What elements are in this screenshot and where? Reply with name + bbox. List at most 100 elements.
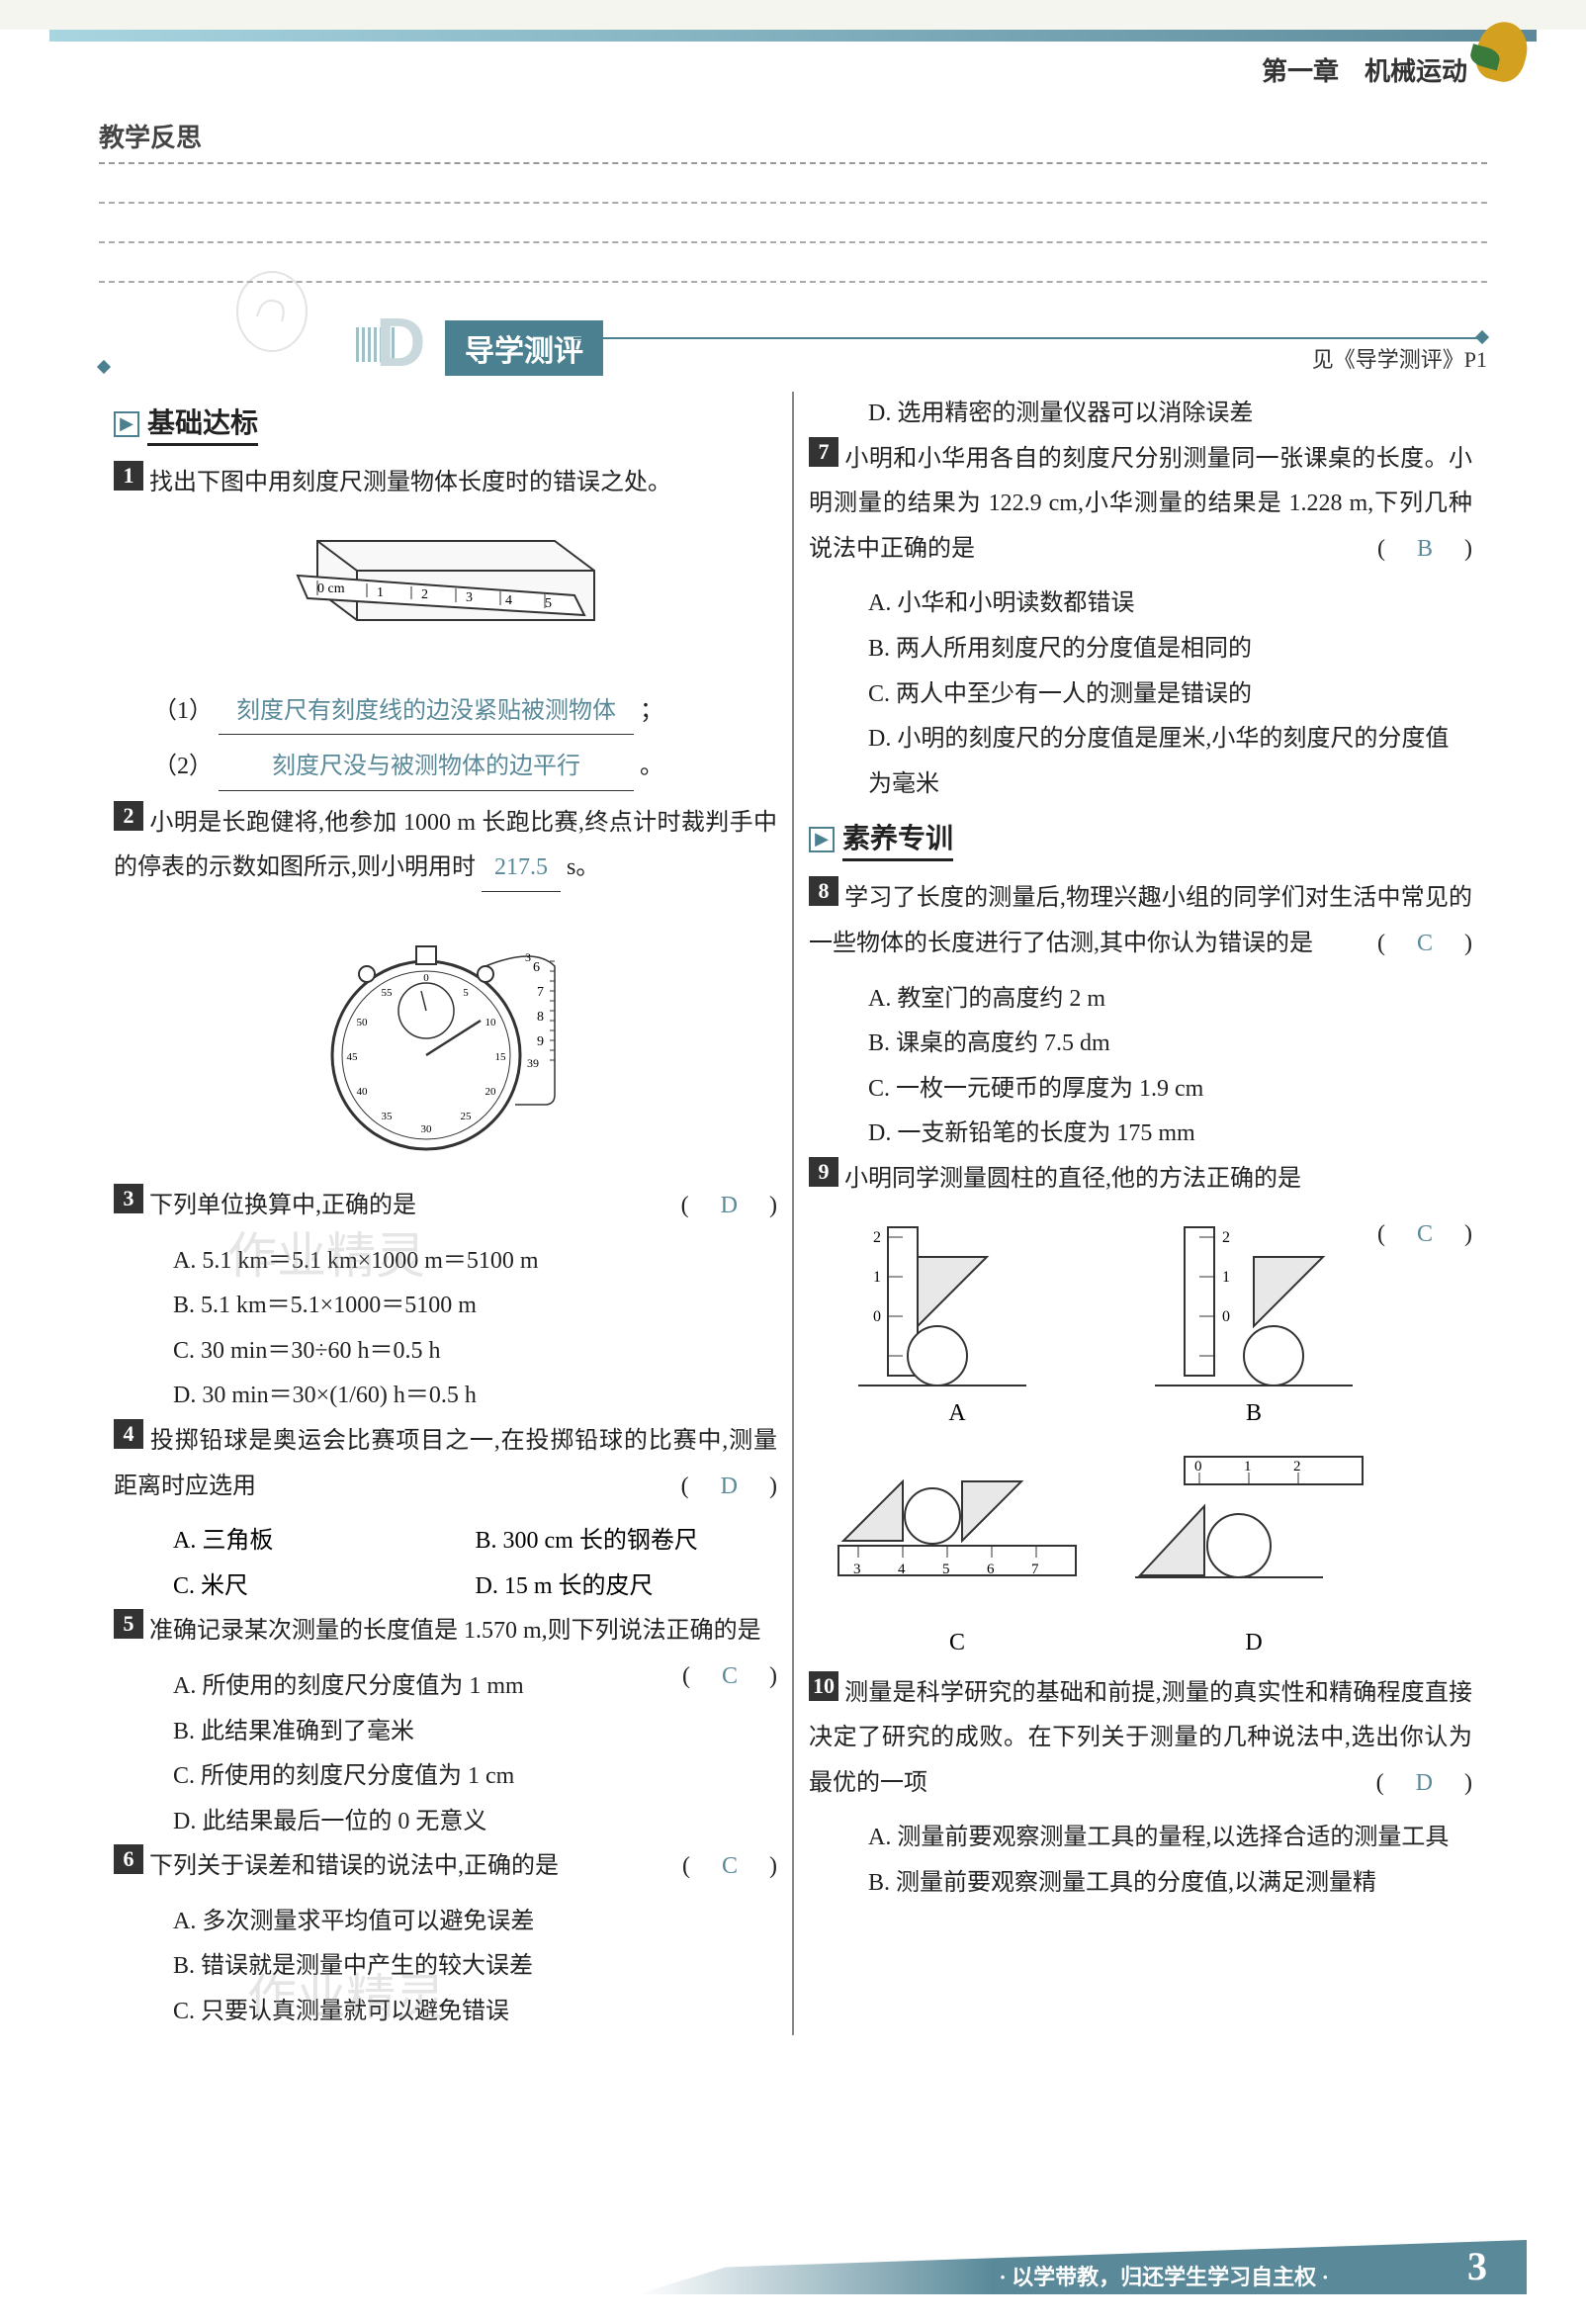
option: A. 小华和小明读数都错误	[809, 581, 1472, 627]
question-number: 7	[809, 437, 838, 467]
page: 第一章 机械运动 教学反思 D 导学测评 见《导学测评》P1 ▶ 基础达标 1找…	[0, 30, 1586, 2324]
diagram-label: C	[829, 1630, 1086, 1656]
option: C. 30 min＝30÷60 h＝0.5 h	[114, 1329, 777, 1375]
answer-letter: C	[714, 1663, 746, 1689]
svg-text:4: 4	[898, 1562, 906, 1577]
svg-text:5: 5	[463, 987, 469, 999]
answer-end: 。	[640, 754, 663, 779]
svg-text:0 cm: 0 cm	[317, 581, 345, 596]
answer-letter: D	[713, 1193, 746, 1218]
diagram-b: 210 B	[1125, 1217, 1382, 1427]
question-8: 8学习了长度的测量后,物理兴趣小组的同学们对生活中常见的一些物体的长度进行了估测…	[809, 876, 1472, 966]
question-4: 4投掷铅球是奥运会比赛项目之一,在投掷铅球的比赛中,测量距离时应选用 ( D )	[114, 1419, 777, 1509]
answer-paren: ( D )	[681, 1184, 777, 1229]
question-text: 小明和小华用各自的刻度尺分别测量同一张课桌的长度。小明测量的结果为 122.9 …	[809, 446, 1472, 562]
option: A. 测量前要观察测量工具的量程,以选择合适的测量工具	[809, 1816, 1472, 1861]
svg-text:0: 0	[423, 972, 429, 984]
section-title-basic: 基础达标	[147, 402, 258, 446]
question-5: 5准确记录某次测量的长度值是 1.570 m,则下列说法正确的是 ( C )	[114, 1609, 777, 1654]
chapter-title: 第一章 机械运动	[1262, 57, 1467, 86]
banner-line	[573, 337, 1477, 339]
answer-label: （1）	[153, 698, 213, 724]
question-text: 小明是长跑健将,他参加 1000 m 长跑比赛,终点计时裁判手中的停表的示数如图…	[114, 810, 777, 881]
answer-paren: ( B )	[1377, 527, 1472, 573]
svg-text:40: 40	[356, 1086, 368, 1098]
answer-letter: B	[1409, 536, 1441, 562]
question-number: 1	[114, 461, 143, 491]
question-7: 7小明和小华用各自的刻度尺分别测量同一张课桌的长度。小明测量的结果为 122.9…	[809, 437, 1472, 573]
answer-blank: 217.5	[482, 846, 561, 892]
option: D. 小明的刻度尺的分度值是厘米,小华的刻度尺的分度值为毫米	[809, 717, 1472, 807]
svg-text:30: 30	[420, 1123, 432, 1135]
diagram-label: B	[1125, 1400, 1382, 1427]
svg-text:6: 6	[987, 1562, 995, 1577]
book-icon	[1470, 17, 1534, 87]
q1-answer-1: （1） 刻度尺有刻度线的边没紧贴被测物体 ；	[114, 689, 777, 736]
option: B. 此结果准确到了毫米	[114, 1710, 777, 1755]
svg-text:3: 3	[853, 1562, 861, 1577]
svg-text:35: 35	[381, 1111, 393, 1122]
option: B. 测量前要观察测量工具的分度值,以满足测量精	[809, 1861, 1472, 1907]
reflection-line	[99, 164, 1487, 204]
answer-letter: C	[1409, 1221, 1441, 1247]
question-text: 下列单位换算中,正确的是	[149, 1193, 416, 1218]
answer-label: （2）	[153, 754, 213, 779]
option: A. 三角板	[173, 1519, 476, 1564]
question-text: 下列关于误差和错误的说法中,正确的是	[149, 1853, 559, 1879]
svg-text:1: 1	[377, 585, 384, 600]
svg-text:7: 7	[537, 985, 544, 1000]
svg-text:20: 20	[485, 1086, 496, 1098]
question-number: 2	[114, 801, 143, 831]
question-6: 6下列关于误差和错误的说法中,正确的是 ( C )	[114, 1844, 777, 1890]
answer-letter: D	[1408, 1770, 1441, 1796]
option: C. 米尺	[173, 1564, 476, 1610]
arrow-icon: ▶	[809, 827, 835, 852]
section-head-advanced: ▶ 素养专训	[809, 817, 1472, 861]
option: D. 此结果最后一位的 0 无意义	[114, 1800, 777, 1845]
reflection-section: 教学反思	[99, 118, 1487, 283]
question-text: 测量是科学研究的基础和前提,测量的真实性和精确程度直接决定了研究的成败。在下列关…	[809, 1680, 1472, 1796]
svg-text:2: 2	[421, 587, 428, 602]
option: B. 5.1 km＝5.1×1000＝5100 m	[114, 1284, 777, 1329]
option: A. 教室门的高度约 2 m	[809, 977, 1472, 1023]
question-text: 小明同学测量圆柱的直径,他的方法正确的是	[844, 1166, 1301, 1192]
svg-text:2: 2	[873, 1229, 881, 1246]
reflection-line	[99, 204, 1487, 243]
ruler-illustration-icon: 0 cm 1 2 3 4 5	[258, 521, 634, 670]
figure-stopwatch: 0510 152025 303540 455055 6 7 8 9 3 39	[114, 907, 777, 1169]
option: A. 5.1 km＝5.1 km×1000 m＝5100 m	[114, 1239, 777, 1285]
measurement-diagram-icon: 012	[1125, 1447, 1382, 1605]
arrow-icon: ▶	[114, 411, 139, 437]
chapter-header: 第一章 机械运动	[0, 42, 1586, 118]
svg-text:0: 0	[1222, 1308, 1230, 1325]
section-title-advanced: 素养专训	[842, 817, 953, 861]
option: D. 一支新铅笔的长度为 175 mm	[809, 1112, 1472, 1157]
svg-text:10: 10	[485, 1017, 496, 1028]
question-9: 9小明同学测量圆柱的直径,他的方法正确的是	[809, 1157, 1472, 1203]
banner-reference: 见《导学测评》P1	[1312, 342, 1487, 374]
banner-diamond-icon	[97, 360, 111, 374]
option: C. 两人中至少有一人的测量是错误的	[809, 672, 1472, 718]
option: B. 两人所用刻度尺的分度值是相同的	[809, 627, 1472, 672]
svg-text:50: 50	[356, 1017, 368, 1028]
diagram-label: A	[829, 1400, 1086, 1427]
option-row: A. 三角板 B. 300 cm 长的钢卷尺	[114, 1519, 777, 1564]
answer-letter: D	[713, 1474, 746, 1499]
svg-text:1: 1	[1244, 1459, 1252, 1475]
svg-text:8: 8	[537, 1010, 544, 1025]
header-gradient-bar	[49, 30, 1537, 42]
figure-ruler: 0 cm 1 2 3 4 5	[114, 521, 777, 674]
question-2: 2小明是长跑健将,他参加 1000 m 长跑比赛,终点计时裁判手中的停表的示数如…	[114, 801, 777, 892]
answer-paren: ( D )	[1376, 1761, 1472, 1807]
page-number: 3	[1467, 2243, 1487, 2289]
diagram-d: 012 D	[1125, 1447, 1382, 1656]
question-text: 学习了长度的测量后,物理兴趣小组的同学们对生活中常见的一些物体的长度进行了估测,…	[809, 885, 1472, 956]
svg-text:6: 6	[533, 960, 540, 975]
option: C. 所使用的刻度尺分度值为 1 cm	[114, 1754, 777, 1800]
option-row: C. 米尺 D. 15 m 长的皮尺	[114, 1564, 777, 1610]
svg-text:0: 0	[1194, 1459, 1202, 1475]
right-column: D. 选用精密的测量仪器可以消除误差 7小明和小华用各自的刻度尺分别测量同一张课…	[794, 392, 1487, 2035]
option: B. 300 cm 长的钢卷尺	[476, 1519, 778, 1564]
answer-paren: ( D )	[681, 1465, 777, 1510]
measurement-diagram-icon: 34567	[829, 1447, 1086, 1605]
